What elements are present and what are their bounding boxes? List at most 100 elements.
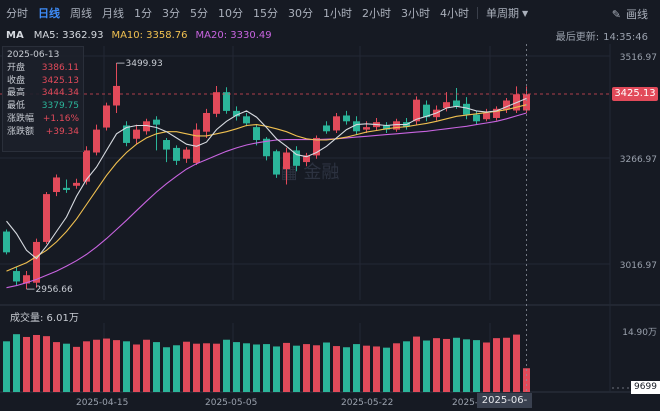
- tab-10[interactable]: 1小时: [323, 7, 352, 20]
- volume-bar: [473, 340, 480, 392]
- volume-bar: [53, 342, 60, 392]
- tab-7[interactable]: 10分: [218, 7, 243, 20]
- info-date: 2025-06-13: [7, 50, 60, 60]
- volume-bar: [343, 347, 350, 392]
- single-period-dropdown[interactable]: 单周期 ▼: [486, 5, 528, 21]
- ma5-value: MA5: 3362.93: [33, 29, 104, 41]
- candle-body: [453, 100, 460, 107]
- candle-body: [293, 150, 300, 166]
- ma-indicator-label[interactable]: MA: [6, 29, 24, 41]
- candle-body: [3, 231, 10, 253]
- volume-bar: [363, 345, 370, 392]
- candle-body: [203, 112, 210, 132]
- volume-bar: [253, 344, 260, 392]
- candle-body: [223, 92, 230, 111]
- period-tab-bar: 分时 日线 周线 月线 1分 3分 5分 10分 15分 30分 1小时 2小时 3小时 4小时 单周期 ▼: [0, 0, 660, 26]
- tab-8[interactable]: 15分: [253, 7, 278, 20]
- candle-body: [63, 187, 70, 190]
- candle-body: [353, 121, 360, 132]
- ohlc-info-panel: 2025-06-13 开盘 3386.11 收盘 3425.13 最高 3444.34 最低…: [2, 46, 84, 152]
- volume-bar: [273, 346, 280, 392]
- candle-body: [493, 108, 500, 118]
- candle-body: [173, 147, 180, 161]
- volume-bar: [133, 344, 140, 392]
- tab-2[interactable]: 周线: [70, 7, 92, 20]
- candle-body: [303, 155, 310, 163]
- last-update-label: 最后更新:: [555, 32, 600, 43]
- tab-9[interactable]: 30分: [288, 7, 313, 20]
- volume-bar: [283, 342, 290, 392]
- cursor-date-tag: 2025-06-13: [477, 393, 532, 411]
- candle-body: [53, 177, 60, 193]
- volume-bar: [103, 338, 110, 392]
- tab-11[interactable]: 2小时: [362, 7, 391, 20]
- tab-13[interactable]: 4小时: [440, 7, 469, 20]
- volume-bar: [383, 347, 390, 392]
- tab-1[interactable]: 日线: [38, 7, 60, 20]
- candle-body: [153, 119, 160, 125]
- volume-bar: [223, 339, 230, 392]
- single-period-label: 单周期: [486, 7, 519, 20]
- candle-body: [243, 116, 250, 124]
- draw-line-button[interactable]: ✎ 画线: [612, 6, 648, 22]
- info-key: 收盘: [7, 75, 26, 86]
- volume-label: 成交量: 6.01万: [10, 313, 79, 324]
- ma20-value: MA20: 3330.49: [195, 29, 272, 41]
- volume-bar: [423, 340, 430, 392]
- info-value: +1.16%: [42, 113, 79, 124]
- tab-0[interactable]: 分时: [6, 7, 28, 20]
- tab-4[interactable]: 1分: [134, 7, 152, 20]
- volume-bar: [23, 336, 30, 392]
- candle-body: [333, 116, 340, 131]
- date-axis-label: 2025-05-05: [205, 398, 257, 408]
- tab-separator: [477, 7, 478, 19]
- volume-bar: [463, 339, 470, 392]
- candle-body: [253, 127, 260, 141]
- info-date-row: 2025-06-13: [7, 49, 79, 62]
- info-value: 3386.11: [41, 62, 79, 73]
- candle-body: [143, 121, 150, 132]
- volume-bar: [93, 339, 100, 392]
- volume-bar: [243, 343, 250, 392]
- price-axis-label: 3516.97: [620, 53, 657, 63]
- volume-bar: [493, 338, 500, 392]
- tab-6[interactable]: 5分: [190, 7, 208, 20]
- volume-bar: [323, 342, 330, 392]
- candle-body: [93, 129, 100, 153]
- info-row: 最高 3444.34: [7, 87, 79, 100]
- ma10-line: [6, 104, 527, 272]
- volume-bar: [263, 344, 270, 392]
- candle-body: [363, 127, 370, 130]
- ma-legend: MA MA5: 3362.93 MA10: 3358.76 MA20: 3330…: [0, 26, 660, 44]
- info-key: 最低: [7, 101, 26, 112]
- candle-body: [343, 115, 350, 122]
- low-annotation: 2956.66: [36, 285, 73, 295]
- info-value: +39.34: [45, 126, 79, 137]
- ma10-value: MA10: 3358.76: [111, 29, 188, 41]
- date-axis-label: 2025-04-15: [76, 398, 128, 408]
- tab-5[interactable]: 3分: [162, 7, 180, 20]
- volume-bar: [73, 346, 80, 392]
- candle-body: [463, 103, 470, 115]
- tab-3[interactable]: 月线: [102, 7, 124, 20]
- last-update-time: 14:35:46: [603, 32, 648, 43]
- volume-bar: [503, 337, 510, 392]
- price-axis-label: 3266.97: [620, 155, 657, 165]
- volume-bar: [303, 344, 310, 392]
- info-row: 最低 3379.75: [7, 100, 79, 113]
- watermark-logo: ▦ 金融: [281, 162, 340, 183]
- tab-12[interactable]: 3小时: [401, 7, 430, 20]
- volume-bar: [413, 336, 420, 392]
- volume-axis-label: 14.90万: [622, 328, 657, 338]
- volume-bar: [373, 346, 380, 392]
- high-annotation: 3499.93: [126, 59, 163, 69]
- info-key: 涨跌额: [7, 126, 35, 137]
- volume-bar: [483, 342, 490, 392]
- volume-bar: [213, 343, 220, 392]
- candle-body: [73, 182, 80, 186]
- volume-bar: [113, 340, 120, 392]
- info-row: 涨跌幅 +1.16%: [7, 113, 79, 126]
- info-value: 3425.13: [41, 75, 79, 86]
- candle-body: [183, 149, 190, 159]
